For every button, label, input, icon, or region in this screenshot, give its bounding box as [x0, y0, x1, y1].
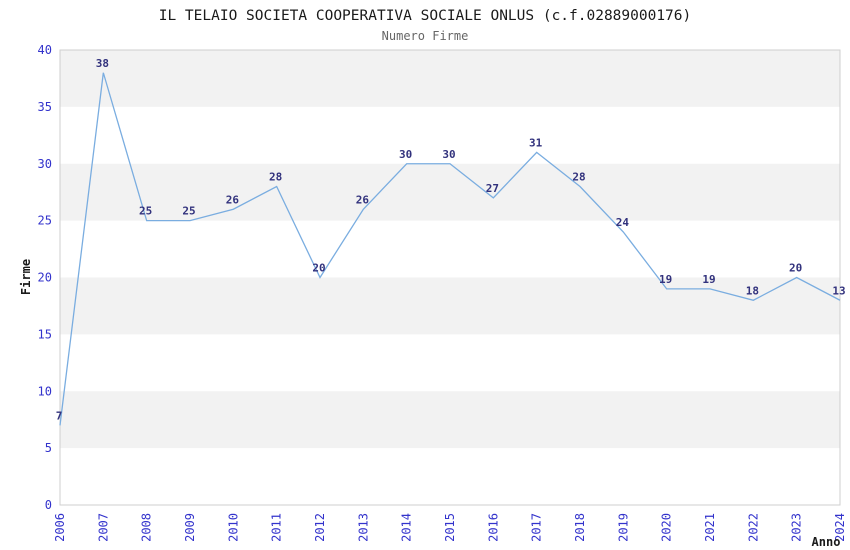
x-tick-label: 2009 — [183, 513, 197, 542]
plot-band — [60, 277, 840, 335]
point-label: 28 — [572, 171, 585, 184]
x-tick-label: 2016 — [486, 513, 500, 542]
x-tick-label: 2024 — [833, 513, 847, 542]
point-label: 19 — [659, 273, 672, 286]
plot-band — [60, 50, 840, 107]
x-tick-label: 2023 — [790, 513, 804, 542]
point-label: 18 — [746, 284, 759, 297]
y-tick-label: 0 — [45, 498, 52, 512]
series-line — [59, 72, 841, 426]
y-tick-label: 35 — [38, 100, 52, 114]
y-tick-label: 15 — [38, 327, 52, 341]
x-tick-label: 2010 — [226, 513, 240, 542]
x-tick-labels-layer: 2006 2007 2008 2009 2010 2011 2012 2013 2014 2015… — [53, 513, 847, 542]
plot-band — [60, 391, 840, 449]
point-label: 26 — [226, 193, 240, 206]
point-labels-layer: 7 38 25 25 26 28 20 26 30 30 27 31 28 24 19 19 18 20 13 — [56, 57, 846, 423]
point-label: 31 — [529, 136, 543, 149]
point-label: 13 — [832, 284, 845, 297]
y-tick-labels-layer: 0 5 10 15 20 25 30 35 40 — [38, 43, 52, 512]
x-tick-label: 2020 — [660, 513, 674, 542]
point-label: 25 — [139, 205, 152, 218]
x-tick-label: 2021 — [703, 513, 717, 542]
point-label: 27 — [486, 182, 499, 195]
x-axis-title: Anno — [812, 535, 841, 549]
plot-area-border — [59, 49, 841, 506]
chart-subtitle: Numero Firme — [382, 29, 469, 43]
point-label: 7 — [56, 409, 63, 422]
y-tick-label: 10 — [38, 384, 52, 398]
x-tick-label: 2017 — [530, 513, 544, 542]
y-tick-label: 40 — [38, 43, 52, 57]
x-tick-label: 2013 — [356, 513, 370, 542]
x-tick-label: 2015 — [443, 513, 457, 542]
point-label: 20 — [312, 262, 325, 275]
point-label: 26 — [356, 193, 370, 206]
plot-band — [60, 163, 840, 221]
x-tick-label: 2019 — [616, 513, 630, 542]
x-tick-label: 2014 — [400, 513, 414, 542]
y-axis-title: Firme — [19, 259, 33, 295]
point-label: 24 — [616, 216, 630, 229]
point-label: 30 — [399, 148, 412, 161]
x-tick-label: 2011 — [270, 513, 284, 542]
chart-title: IL TELAIO SOCIETA COOPERATIVA SOCIALE ON… — [159, 8, 692, 24]
x-tick-label: 2007 — [96, 513, 110, 542]
point-label: 28 — [269, 171, 282, 184]
x-tick-label: 2012 — [313, 513, 327, 542]
point-label: 25 — [182, 205, 195, 218]
y-tick-label: 25 — [38, 214, 52, 228]
x-tick-label: 2022 — [746, 513, 760, 542]
y-tick-label: 20 — [38, 271, 52, 285]
x-tick-label: 2018 — [573, 513, 587, 542]
y-tick-label: 30 — [38, 157, 52, 171]
point-label: 20 — [789, 262, 802, 275]
y-tick-label: 5 — [45, 441, 52, 455]
point-label: 30 — [442, 148, 455, 161]
x-tick-label: 2006 — [53, 513, 67, 542]
point-label: 19 — [702, 273, 715, 286]
point-label: 38 — [96, 57, 109, 70]
x-tick-label: 2008 — [140, 513, 154, 542]
plot-bands-layer — [60, 50, 840, 449]
